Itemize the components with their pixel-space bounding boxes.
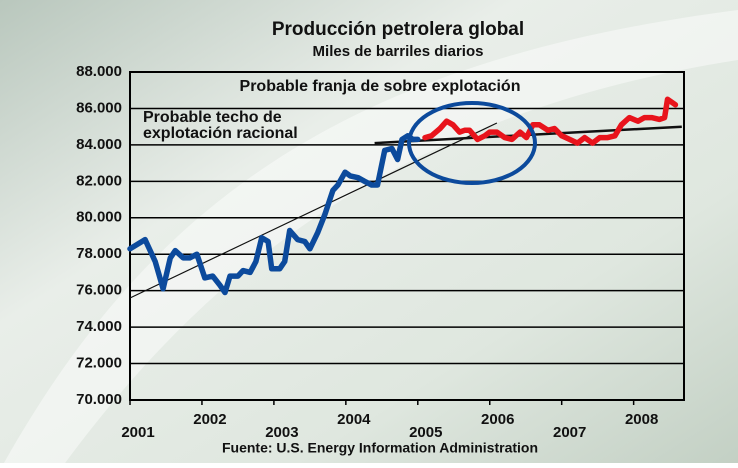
annotation: Probable techo de: [143, 109, 282, 126]
chart-title: Producción petrolera global: [272, 19, 524, 40]
source: Fuente: U.S. Energy Information Administ…: [222, 440, 538, 456]
series-line: [127, 133, 421, 296]
x-tick-label: 2001: [121, 424, 154, 441]
y-tick-label: 70.000: [76, 391, 122, 408]
x-tick-label: 2002: [193, 411, 226, 428]
x-tick-label: 2007: [553, 424, 586, 441]
trend-line: [129, 122, 498, 299]
y-tick-label: 86.000: [76, 99, 122, 116]
x-tick-label: 2008: [625, 411, 658, 428]
annotation: explotación racional: [143, 125, 298, 142]
y-tick-label: 82.000: [76, 172, 122, 189]
x-tick-label: 2004: [337, 411, 371, 428]
y-tick-label: 78.000: [76, 245, 122, 262]
y-tick-label: 74.000: [76, 318, 122, 335]
y-tick-label: 76.000: [76, 282, 122, 299]
chart-subtitle: Miles de barriles diarios: [313, 43, 484, 60]
y-tick-label: 72.000: [76, 355, 122, 372]
x-tick-label: 2005: [409, 424, 442, 441]
y-tick-label: 80.000: [76, 209, 122, 226]
x-tick-label: 2003: [265, 424, 298, 441]
highlight-ellipse: [407, 101, 537, 185]
y-tick-label: 84.000: [76, 136, 122, 153]
x-tick-label: 2006: [481, 411, 514, 428]
plot-frame: [129, 71, 685, 401]
annotation: Probable franja de sobre explotación: [240, 78, 521, 95]
series-line: [422, 96, 679, 146]
y-tick-label: 88.000: [76, 63, 122, 80]
swoosh: [1, 10, 738, 468]
